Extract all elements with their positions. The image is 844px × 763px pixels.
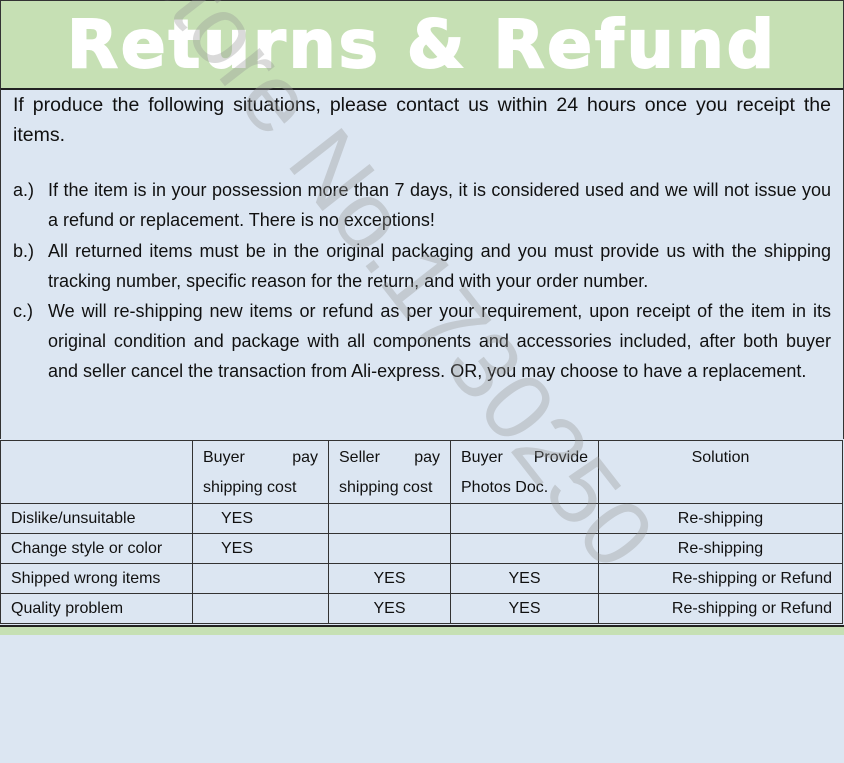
- cell: Re-shipping or Refund: [598, 593, 843, 624]
- cell: Change style or color: [0, 533, 193, 564]
- header-cell: Solution: [598, 440, 843, 504]
- cell: Shipped wrong items: [0, 563, 193, 594]
- list-text: We will re-shipping new items or refund …: [48, 301, 831, 381]
- cell: YES: [450, 593, 599, 624]
- table-header-row: Buyer pay shipping cost Seller pay shipping …: [0, 440, 843, 504]
- cell: YES: [192, 533, 329, 564]
- cell: YES: [328, 593, 451, 624]
- header-cell: Buyer Provide Photos Doc.: [450, 440, 599, 504]
- header-cell: Seller pay shipping cost: [328, 440, 451, 504]
- cell: Re-shipping: [598, 533, 843, 564]
- table-row: Shipped wrong items YES YES Re-shipping or …: [0, 563, 843, 594]
- page-title: Returns & Refund: [66, 5, 777, 84]
- cell: Re-shipping or Refund: [598, 563, 843, 594]
- cell: [192, 593, 329, 624]
- cell: [192, 563, 329, 594]
- cell: [450, 533, 599, 564]
- intro-text: If produce the following situations, ple…: [13, 94, 831, 146]
- list-marker: b.): [13, 241, 35, 261]
- list-text: All returned items must be in the origin…: [48, 241, 831, 291]
- footer-bar: [0, 625, 844, 635]
- cell: YES: [192, 503, 329, 534]
- cell: YES: [450, 563, 599, 594]
- cell: Quality problem: [0, 593, 193, 624]
- header-cell: Buyer pay shipping cost: [192, 440, 329, 504]
- table-row: Dislike/unsuitable YES Re-shipping: [0, 503, 843, 534]
- list-item: a.) If the item is in your possession mor…: [13, 175, 831, 235]
- cell: Dislike/unsuitable: [0, 503, 193, 534]
- list-text: If the item is in your possession more t…: [48, 180, 831, 230]
- list-item: c.) We will re-shipping new items or refu…: [13, 296, 831, 386]
- list-item: b.) All returned items must be in the ori…: [13, 236, 831, 296]
- header-cell: [0, 440, 193, 504]
- returns-table: Buyer pay shipping cost Seller pay shipping …: [0, 440, 843, 624]
- cell: [450, 503, 599, 534]
- cell: [328, 503, 451, 534]
- table-row: Change style or color YES Re-shipping: [0, 533, 843, 564]
- cell: Re-shipping: [598, 503, 843, 534]
- list-marker: a.): [13, 180, 35, 200]
- cell: YES: [328, 563, 451, 594]
- banner: Returns & Refund: [0, 0, 844, 90]
- list-marker: c.): [13, 301, 33, 321]
- policy-text: If produce the following situations, ple…: [0, 89, 844, 439]
- cell: [328, 533, 451, 564]
- table-row: Quality problem YES YES Re-shipping or Refu…: [0, 593, 843, 624]
